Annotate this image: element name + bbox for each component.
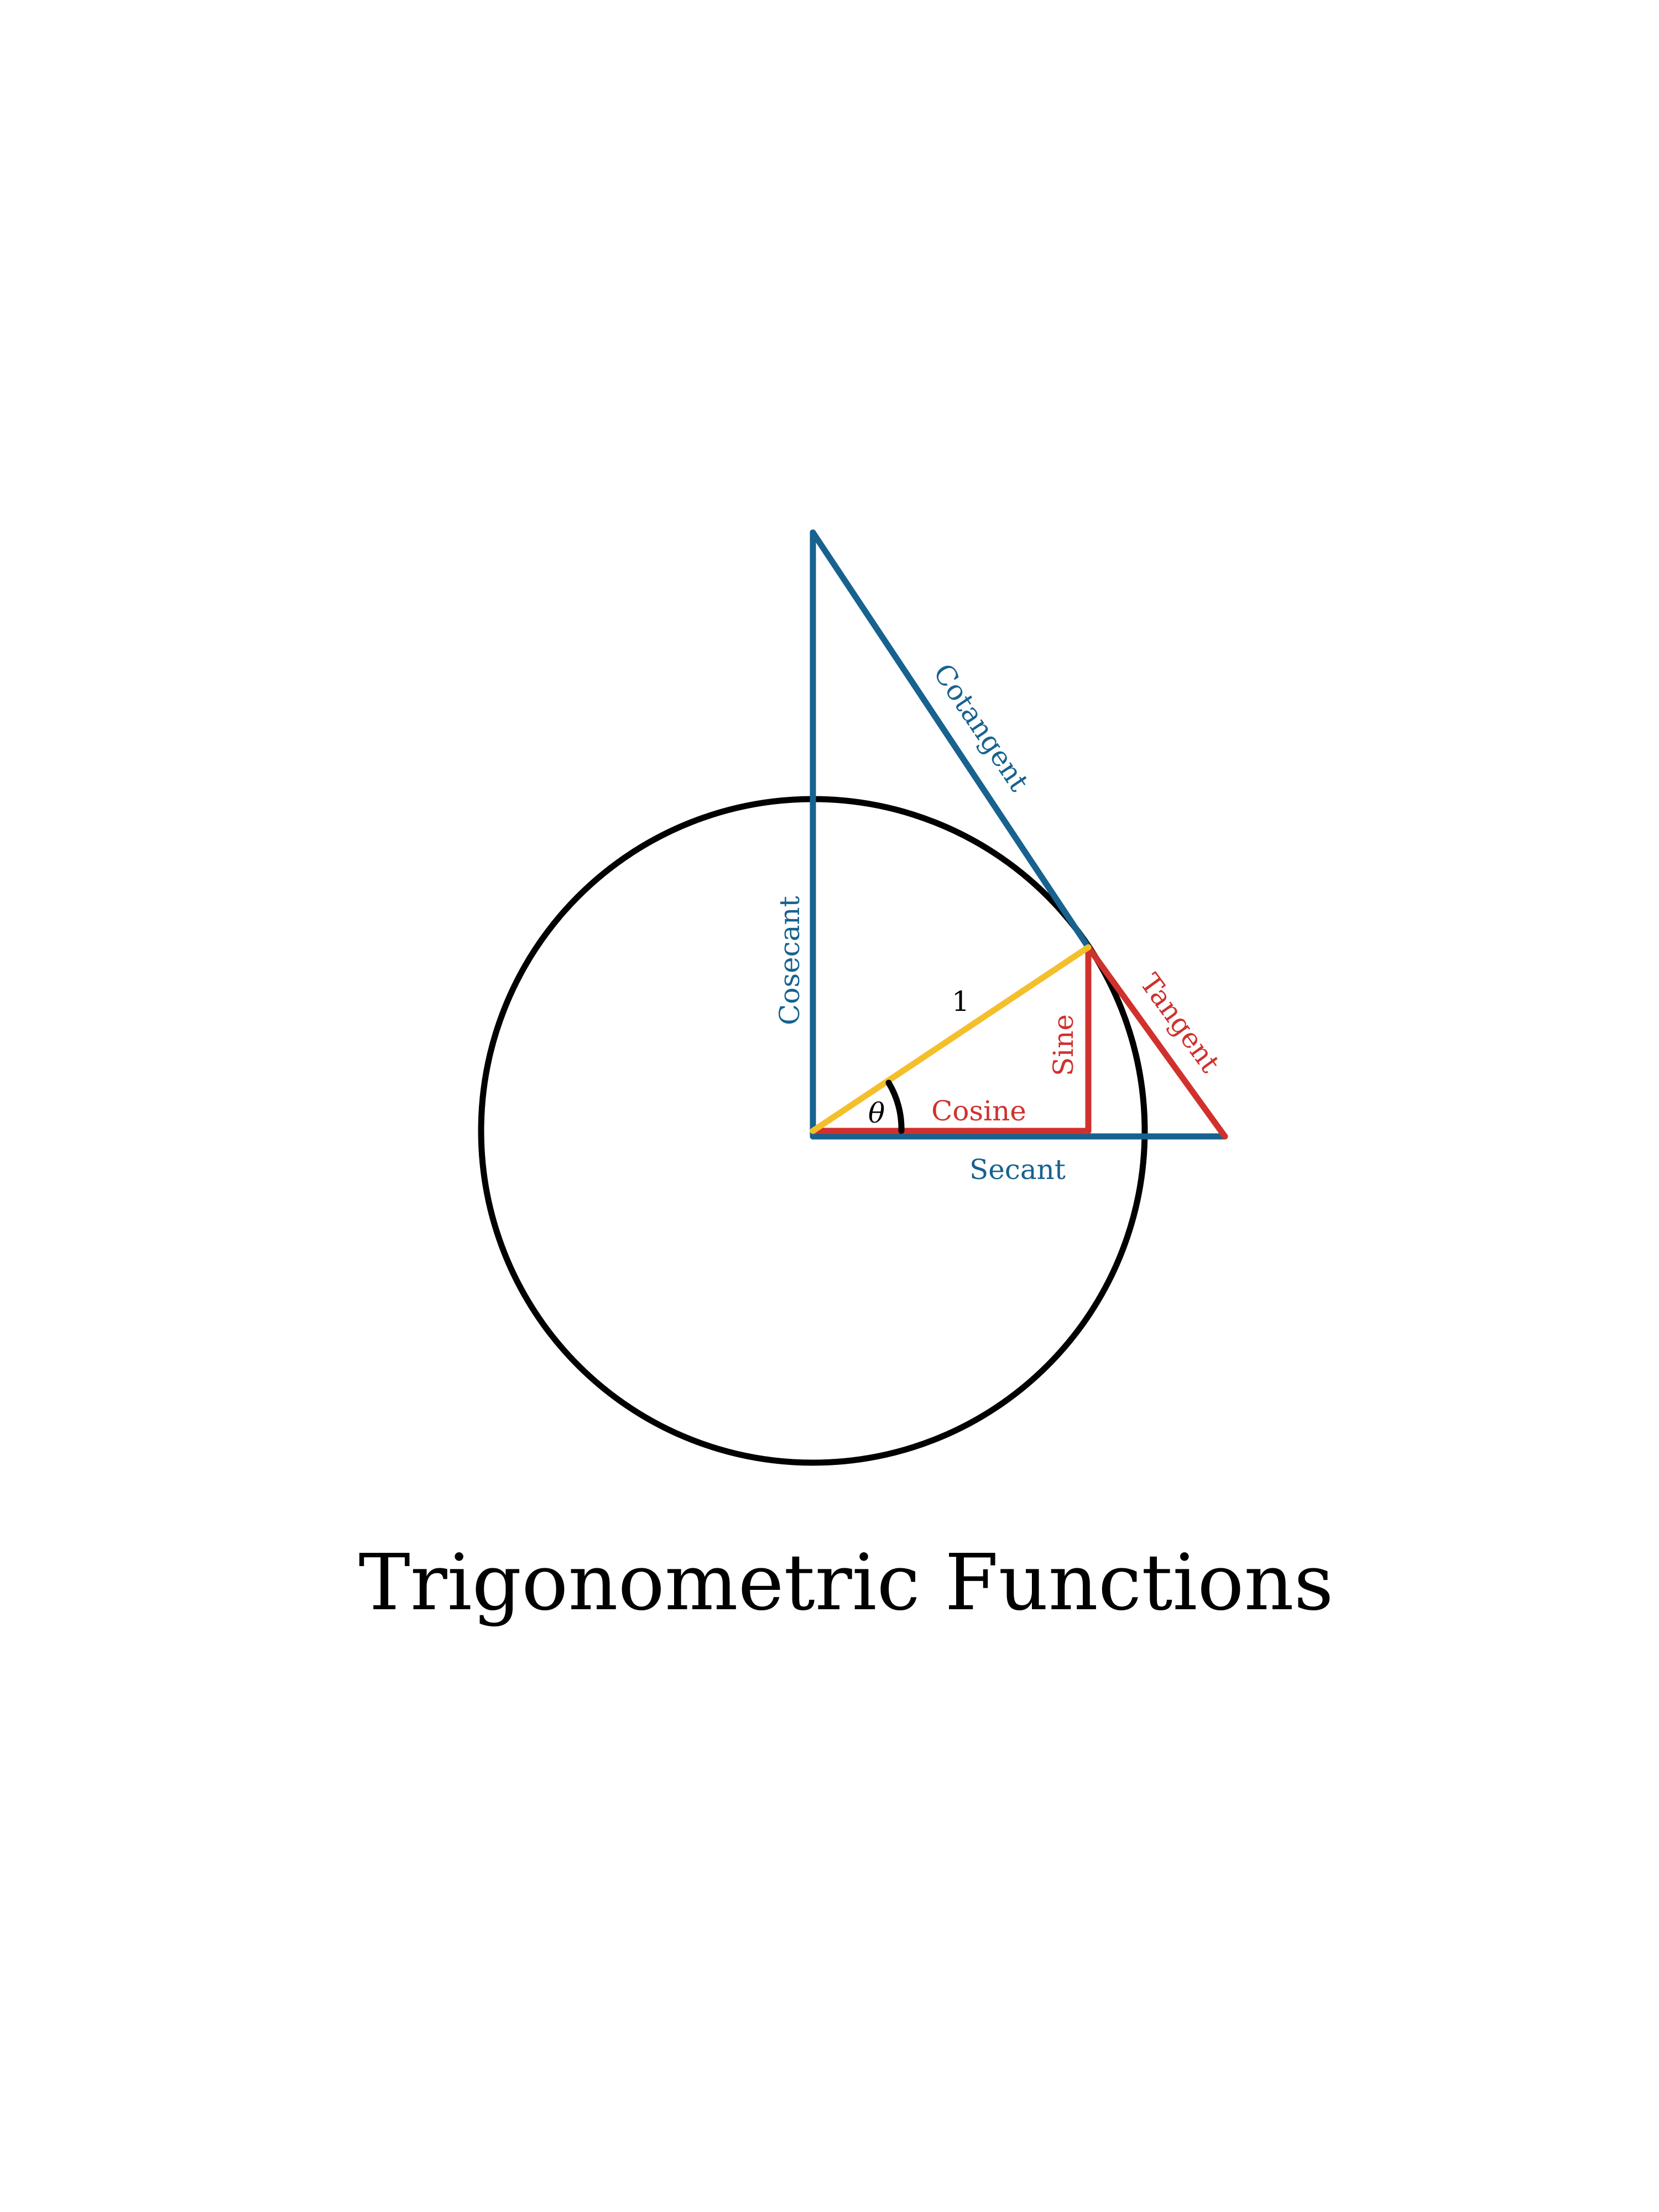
tangent-line	[1085, 944, 1228, 1140]
radius-label: 1	[952, 985, 969, 1018]
angle-label: θ	[868, 1097, 885, 1129]
cosecant-label: Cosecant	[774, 896, 806, 1025]
tangent-label: Tangent	[1134, 968, 1227, 1078]
cotangent-line	[810, 529, 1092, 951]
cosine-label: Cosine	[931, 1095, 1026, 1127]
secant-label: Secant	[969, 1154, 1066, 1186]
sine-label: Sine	[1047, 1014, 1079, 1076]
angle-arc	[885, 1079, 905, 1134]
diagram-title: Trigonometric Functions	[358, 1538, 1333, 1628]
radius-line	[810, 944, 1092, 1134]
